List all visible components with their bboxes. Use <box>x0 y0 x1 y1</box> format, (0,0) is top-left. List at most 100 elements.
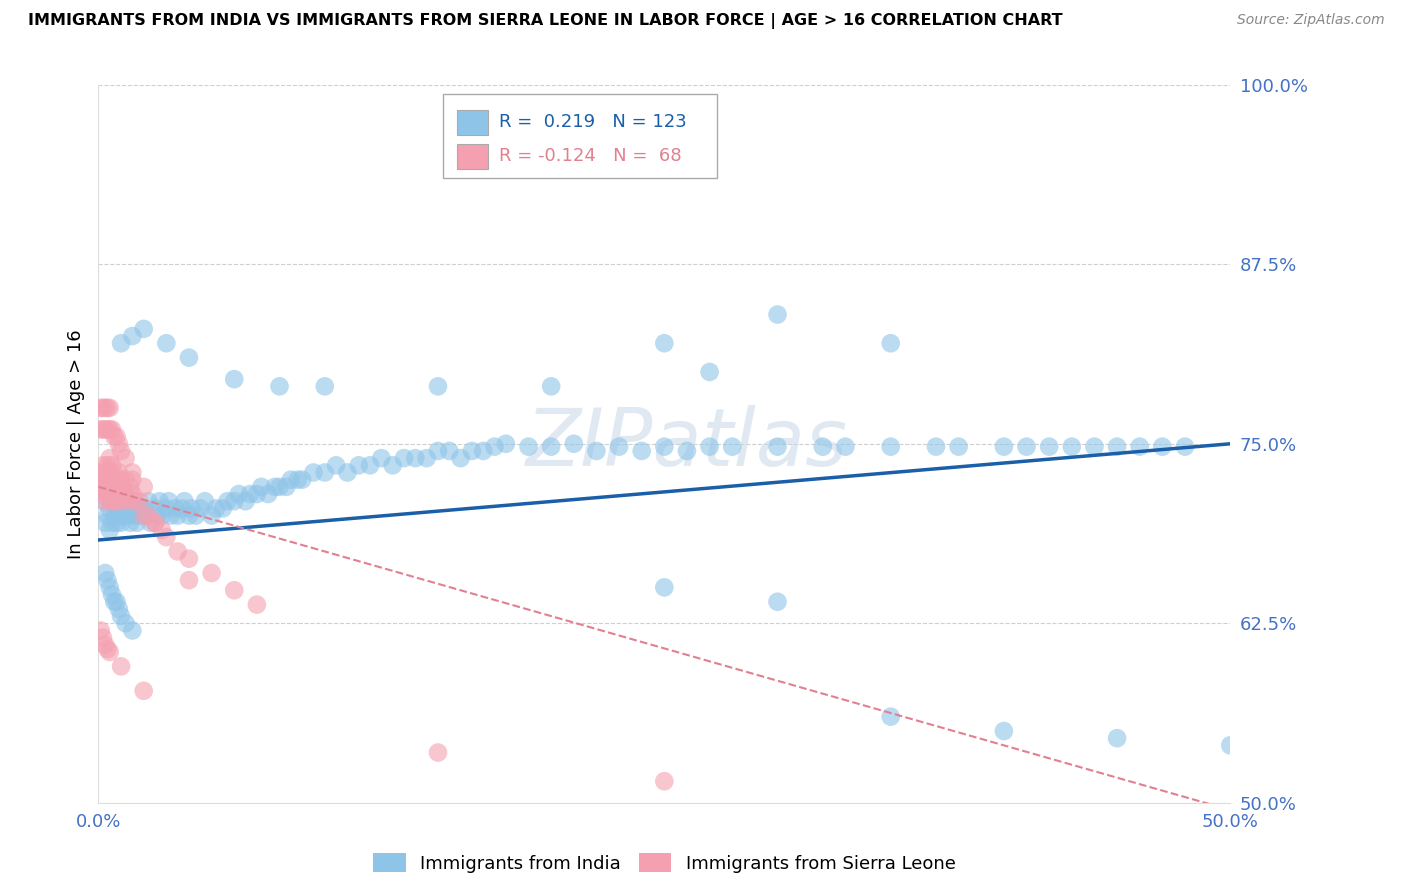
Point <box>172 501 194 516</box>
Point <box>404 451 426 466</box>
Point <box>585 444 607 458</box>
Point <box>150 523 173 537</box>
Point <box>121 329 143 343</box>
Point <box>107 466 129 480</box>
Point <box>105 595 128 609</box>
Point <box>124 494 146 508</box>
Point <box>98 480 121 494</box>
Point <box>880 440 903 454</box>
Point <box>96 422 118 436</box>
Point <box>150 508 173 523</box>
Point <box>121 466 143 480</box>
Point <box>347 458 370 473</box>
Point <box>224 494 246 508</box>
Point <box>370 451 392 466</box>
Point <box>155 336 177 351</box>
Point <box>439 444 461 458</box>
Point <box>96 487 118 501</box>
Point <box>269 379 291 393</box>
Point <box>110 444 132 458</box>
Point <box>120 480 142 494</box>
Point <box>314 379 336 393</box>
Point <box>107 494 129 508</box>
Point <box>114 616 136 631</box>
Point <box>105 494 128 508</box>
Point <box>110 487 132 501</box>
Point <box>91 631 114 645</box>
Point <box>925 440 948 454</box>
Point <box>212 501 235 516</box>
Point <box>143 516 166 530</box>
Point <box>155 530 177 544</box>
Point <box>121 487 143 501</box>
Point <box>107 602 129 616</box>
Point <box>562 436 585 450</box>
Point <box>96 573 118 587</box>
Point <box>302 466 325 480</box>
Point <box>94 422 117 436</box>
Point <box>359 458 381 473</box>
Point <box>246 598 269 612</box>
Point <box>1015 440 1038 454</box>
Point <box>110 494 132 508</box>
Point <box>157 494 180 508</box>
Point <box>91 494 114 508</box>
Point <box>235 494 257 508</box>
Point <box>98 480 121 494</box>
Point <box>811 440 834 454</box>
Point <box>114 501 136 516</box>
Point <box>91 487 114 501</box>
Point <box>101 588 124 602</box>
Point <box>96 401 118 415</box>
Point <box>177 573 200 587</box>
Point <box>699 365 721 379</box>
Point <box>132 480 155 494</box>
Point <box>103 429 125 443</box>
Point <box>291 473 314 487</box>
Point <box>105 501 128 516</box>
Point <box>652 440 676 454</box>
Point <box>121 501 143 516</box>
Point <box>1152 440 1174 454</box>
Point <box>287 473 309 487</box>
Point <box>94 401 117 415</box>
Point <box>114 451 136 466</box>
Point <box>132 508 155 523</box>
Point <box>103 480 125 494</box>
Point <box>188 501 211 516</box>
Point <box>110 501 132 516</box>
Point <box>139 516 162 530</box>
Point <box>257 487 280 501</box>
Point <box>125 516 148 530</box>
Point <box>155 501 177 516</box>
Point <box>766 440 789 454</box>
Point <box>148 494 170 508</box>
Point <box>993 440 1015 454</box>
Point <box>427 746 450 760</box>
Point <box>101 422 124 436</box>
Point <box>98 501 121 516</box>
Point <box>94 480 117 494</box>
Point <box>90 466 112 480</box>
Text: R = -0.124   N =  68: R = -0.124 N = 68 <box>499 147 682 165</box>
Point <box>1174 440 1197 454</box>
Point <box>472 444 495 458</box>
Point <box>96 487 118 501</box>
Point <box>103 508 125 523</box>
Point <box>94 466 117 480</box>
Point <box>427 379 450 393</box>
Point <box>160 508 183 523</box>
Point <box>90 480 112 494</box>
Point <box>94 494 117 508</box>
Point <box>121 494 143 508</box>
Point <box>607 440 630 454</box>
Point <box>143 501 166 516</box>
Point <box>101 473 124 487</box>
Point <box>180 501 202 516</box>
Point <box>105 487 128 501</box>
Point <box>948 440 970 454</box>
Point <box>381 458 404 473</box>
Point <box>146 508 169 523</box>
Point <box>96 508 118 523</box>
Point <box>250 480 273 494</box>
